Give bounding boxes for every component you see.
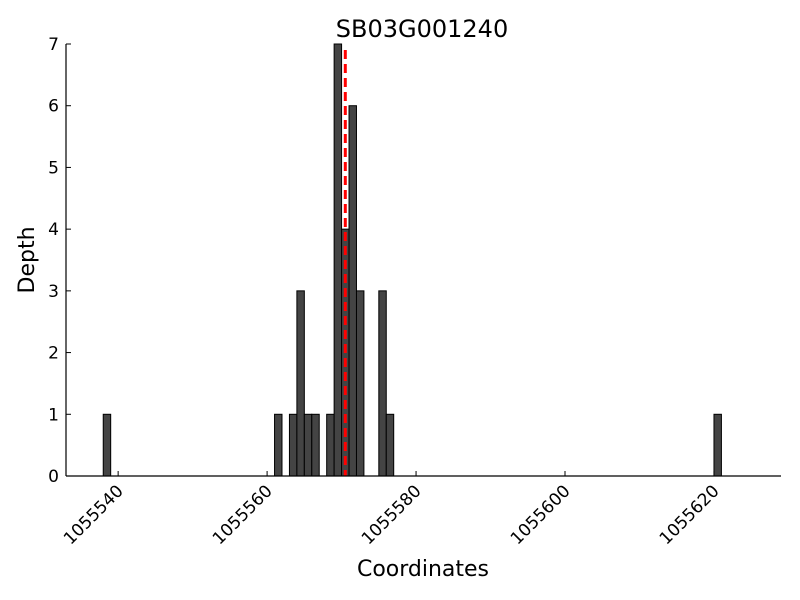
y-tick-label: 2 — [48, 344, 59, 364]
y-tick-label: 0 — [48, 467, 59, 487]
histogram-bar — [348, 105, 357, 477]
x-tick-label: 1055560 — [209, 481, 277, 549]
histogram-bar — [296, 290, 305, 477]
y-tick-label: 4 — [48, 220, 59, 240]
x-axis-label: Coordinates — [357, 557, 489, 582]
histogram-bar — [326, 413, 335, 477]
y-axis-label: Depth — [15, 226, 40, 293]
histogram-bar — [303, 413, 313, 477]
y-tick-label: 1 — [48, 405, 59, 425]
x-tick-label: 1055580 — [358, 481, 426, 549]
histogram-bar — [274, 413, 283, 477]
y-tick-label: 5 — [48, 158, 59, 178]
histogram-bar — [288, 413, 298, 477]
histogram-bar — [378, 290, 387, 477]
x-tick-label: 1055540 — [60, 481, 128, 549]
y-tick-label: 7 — [48, 35, 59, 55]
axes-layer — [65, 44, 781, 477]
histogram-bar — [333, 43, 343, 477]
histogram-bar — [311, 413, 320, 477]
histogram-bar — [102, 413, 112, 477]
histogram-bar — [355, 290, 365, 477]
y-tick-label: 3 — [48, 282, 59, 302]
x-tick-label: 1055620 — [656, 481, 724, 549]
histogram-bar — [713, 413, 722, 477]
chart-title: SB03G001240 — [336, 15, 508, 43]
histogram-bar — [385, 413, 395, 477]
y-tick-label: 6 — [48, 97, 59, 117]
x-tick-label: 1055600 — [507, 481, 575, 549]
bars-layer — [102, 43, 722, 477]
